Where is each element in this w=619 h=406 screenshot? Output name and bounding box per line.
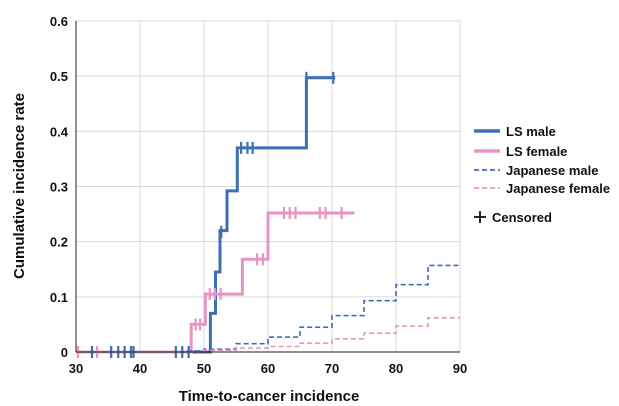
legend: LS male LS female Japanese male Japanese fe… xyxy=(474,124,610,225)
series-line-2 xyxy=(76,211,355,354)
x-tick-label: 70 xyxy=(325,361,339,376)
series-line-4 xyxy=(76,316,460,353)
x-tick-label: 30 xyxy=(69,361,83,376)
y-tick-label: 0.6 xyxy=(50,14,68,29)
legend-label: LS female xyxy=(506,144,567,159)
tick-labels: 30 40 50 60 70 80 90 0 0.1 0.2 0.3 0.4 0.5 0.6 xyxy=(50,14,467,376)
legend-label-censored: Censored xyxy=(492,210,552,225)
x-tick-label: 50 xyxy=(197,361,211,376)
x-tick-label: 40 xyxy=(133,361,147,376)
censor-marks xyxy=(76,71,343,358)
y-tick-label: 0.1 xyxy=(50,290,68,305)
y-tick-label: 0 xyxy=(61,345,68,360)
series-lines xyxy=(76,76,460,354)
grid-lines xyxy=(75,20,461,353)
axes xyxy=(75,21,460,353)
legend-label: LS male xyxy=(506,124,556,139)
x-tick-label: 80 xyxy=(389,361,403,376)
x-tick-label: 90 xyxy=(453,361,467,376)
y-tick-label: 0.3 xyxy=(50,180,68,195)
x-axis-label: Time-to-cancer incidence xyxy=(179,388,360,405)
y-tick-label: 0.2 xyxy=(50,235,68,250)
legend-label: Japanese female xyxy=(506,181,610,196)
legend-label: Japanese male xyxy=(506,163,599,178)
y-tick-label: 0.5 xyxy=(50,69,68,84)
x-tick-label: 60 xyxy=(261,361,275,376)
y-axis-label: Cumulative incidence rate xyxy=(11,93,28,279)
series-line-1 xyxy=(76,76,336,354)
y-tick-label: 0.4 xyxy=(50,124,69,139)
